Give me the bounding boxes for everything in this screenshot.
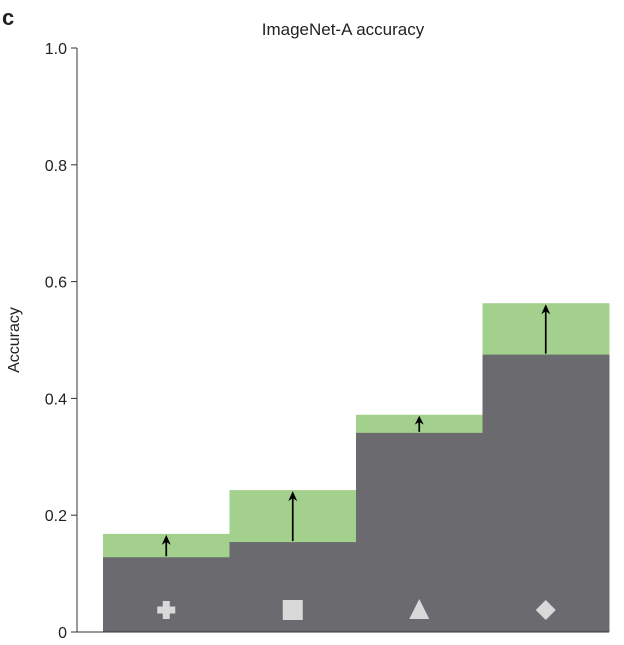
bar-base-plus <box>103 557 230 632</box>
y-axis-label: Accuracy <box>6 307 23 373</box>
square-icon <box>282 600 303 620</box>
y-tick-label: 0.8 <box>45 158 67 175</box>
arrows-layer <box>161 304 551 557</box>
markers-layer <box>157 599 556 620</box>
y-tick-label: 0 <box>58 625 67 642</box>
improvement-arrow-head-diamond <box>541 304 551 315</box>
y-tick-label: 1.0 <box>45 41 67 58</box>
bars-layer <box>103 303 610 632</box>
bar-base-triangle <box>356 432 483 632</box>
improvement-arrow-head-plus <box>161 534 171 545</box>
plus-icon <box>157 601 176 619</box>
y-tick-label: 0.4 <box>45 391 67 408</box>
diamond-icon <box>535 600 556 620</box>
improvement-arrow-head-triangle <box>414 415 424 425</box>
panel-label: c <box>2 5 14 30</box>
diamond-icon-shape <box>535 600 556 620</box>
triangle-icon <box>409 599 430 619</box>
y-tick-label: 0.6 <box>45 275 67 292</box>
chart-title: ImageNet-A accuracy <box>262 20 425 39</box>
plus-icon-v-bar <box>162 601 170 619</box>
improvement-arrow-head-square <box>288 491 298 502</box>
bar-base-diamond <box>482 354 610 632</box>
y-tick-label: 0.2 <box>45 508 67 525</box>
triangle-icon-shape <box>409 599 430 619</box>
square-icon-shape <box>282 600 303 620</box>
axes-layer: 0 0.2 0.4 0.6 0.8 1.0 <box>45 41 609 642</box>
